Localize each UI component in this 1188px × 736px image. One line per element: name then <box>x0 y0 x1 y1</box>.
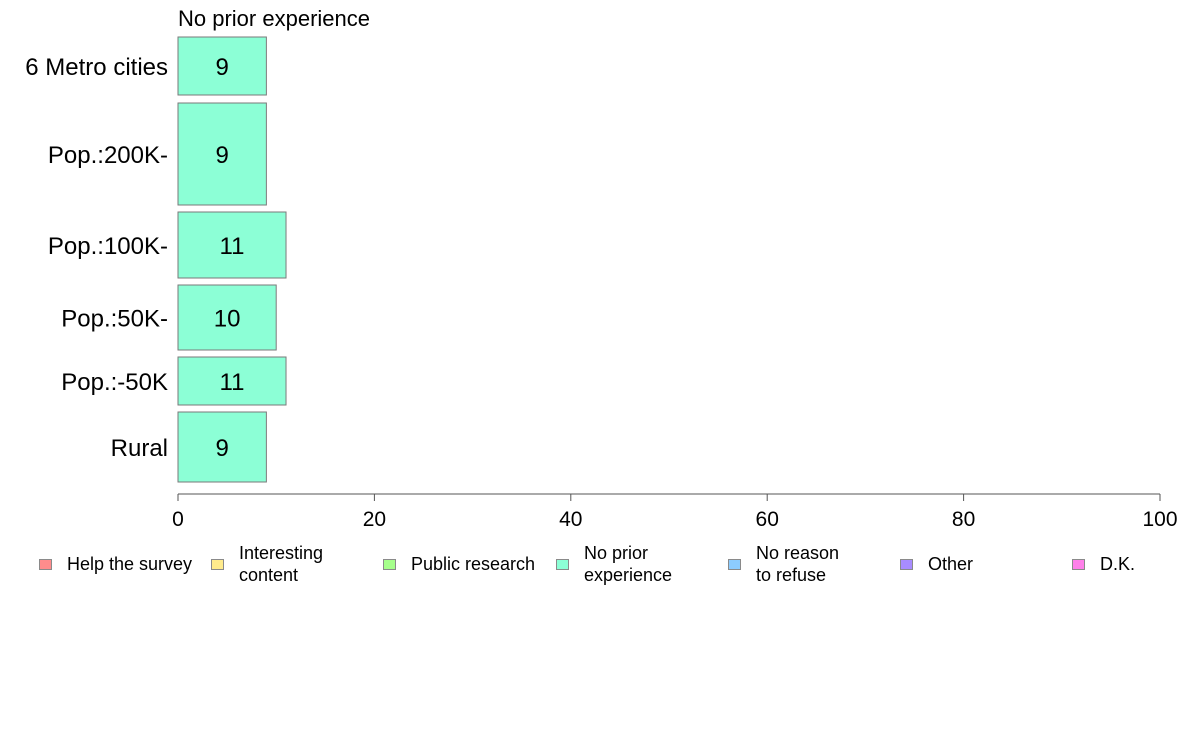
legend-label: Interesting content <box>239 543 324 585</box>
bar-value-label: 9 <box>216 435 229 462</box>
category-label: 6 Metro cities <box>25 54 168 81</box>
category-label: Rural <box>111 435 168 462</box>
legend-item: No prior experience <box>556 540 672 588</box>
legend-item: Public research <box>383 540 535 588</box>
x-tick-label: 20 <box>363 508 386 531</box>
legend-swatch <box>728 558 741 570</box>
legend-label: No prior experience <box>584 543 673 585</box>
legend: Help the survey Interesting content Public… <box>0 540 1188 592</box>
bar-value-label: 9 <box>216 142 229 169</box>
bar <box>177 36 267 96</box>
x-axis: 0 20 40 60 80 100 <box>172 493 1178 531</box>
bar-value-label: 11 <box>220 369 245 396</box>
category-label: Pop.:100K- <box>48 233 168 260</box>
category-label: Pop.:200K- <box>48 142 168 169</box>
bar <box>177 411 267 483</box>
bar <box>177 356 287 406</box>
legend-swatch <box>556 558 569 570</box>
x-tick-label: 40 <box>559 508 582 531</box>
bar <box>177 284 277 351</box>
legend-item: No reason to refuse <box>728 540 839 588</box>
legend-item: Interesting content <box>211 540 323 588</box>
bar-value-label: 9 <box>216 54 229 81</box>
bar <box>177 211 287 279</box>
legend-item: Other <box>900 540 973 588</box>
legend-label: D.K. <box>1100 554 1136 574</box>
bar <box>177 102 267 206</box>
legend-label: Help the survey <box>67 554 193 574</box>
legend-swatch <box>900 558 913 570</box>
chart-title: No prior experience <box>178 6 370 31</box>
legend-item: D.K. <box>1072 540 1135 588</box>
legend-label: Public research <box>411 554 536 574</box>
legend-swatch <box>211 558 224 570</box>
x-tick-label: 60 <box>756 508 779 531</box>
legend-swatch <box>1072 558 1085 570</box>
legend-label: No reason to refuse <box>756 543 840 585</box>
category-label: Pop.:50K- <box>61 306 168 333</box>
legend-label: Other <box>928 554 974 574</box>
x-tick-label: 80 <box>952 508 975 531</box>
x-tick-label: 0 <box>172 508 184 531</box>
category-label: Pop.:-50K <box>61 369 168 396</box>
bars-layer: 9 6 Metro cities 9 Pop.:200K- 11 Pop.:100K- 10… <box>25 36 287 483</box>
legend-swatch <box>39 558 52 570</box>
bar-value-label: 11 <box>220 233 245 260</box>
x-tick-label: 100 <box>1142 508 1177 531</box>
legend-item: Help the survey <box>39 540 192 588</box>
bar-value-label: 10 <box>214 306 241 333</box>
legend-swatch <box>383 558 396 570</box>
